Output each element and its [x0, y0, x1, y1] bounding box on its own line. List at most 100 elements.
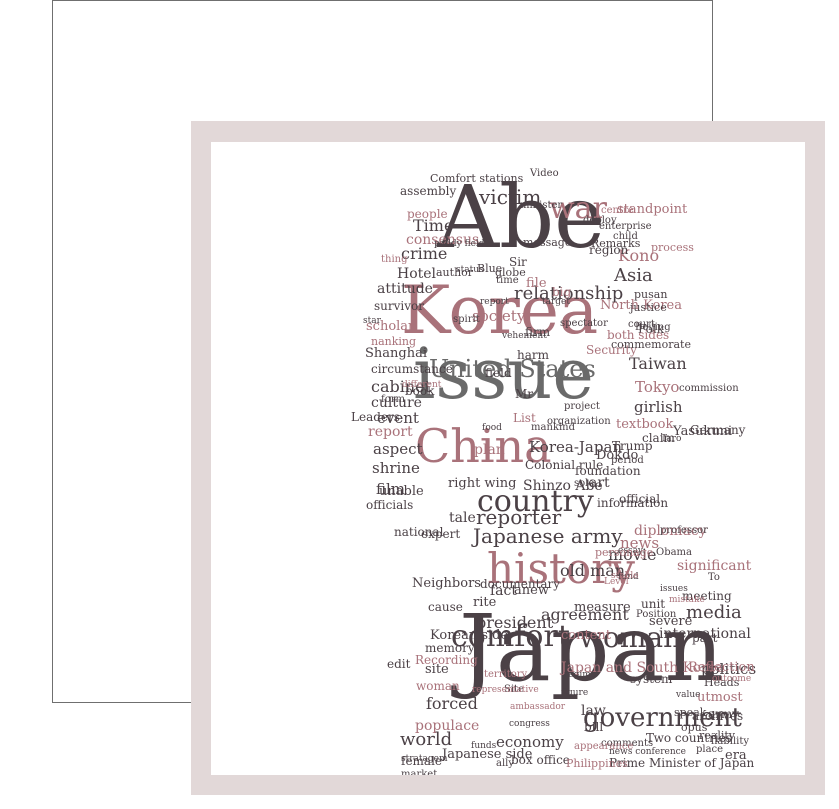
cloud-word: Position: [636, 608, 677, 620]
cloud-word: fund: [618, 571, 639, 582]
cloud-word: measure: [574, 600, 631, 616]
cloud-word: government: [583, 702, 742, 733]
cloud-word: aspect: [373, 439, 423, 458]
cloud-word: professor: [660, 524, 708, 536]
cloud-word: circumstance: [371, 362, 453, 377]
cloud-word: sole: [574, 477, 595, 489]
cloud-word: bill: [584, 720, 604, 735]
cloud-word: mankind: [531, 421, 575, 433]
cloud-word: attitude: [377, 280, 433, 297]
cloud-word: woman: [579, 621, 682, 655]
cloud-word: To: [708, 571, 720, 583]
cloud-word: value: [676, 689, 701, 700]
cloud-word: report: [368, 423, 413, 440]
cloud-word: nanking: [371, 334, 417, 348]
cloud-word: harm: [517, 348, 549, 363]
cloud-word: media: [686, 602, 742, 624]
cloud-word: news: [620, 533, 660, 552]
cloud-word: foundation: [575, 464, 641, 479]
cloud-word: comfort: [451, 619, 570, 655]
cloud-word: issue: [413, 332, 594, 415]
cloud-word: relationship: [514, 283, 624, 305]
cloud-word: process: [651, 240, 694, 254]
cloud-word: speak: [674, 705, 707, 719]
cloud-word: people: [407, 207, 448, 222]
cloud-word: tale: [449, 509, 476, 526]
cloud-word: vehement: [502, 330, 547, 341]
cloud-word: Remarks: [591, 236, 641, 250]
cloud-word: commission: [679, 382, 739, 394]
cloud-word: enterprise: [599, 220, 652, 232]
cloud-word: stable: [611, 570, 639, 581]
cloud-word: Heads: [704, 675, 740, 689]
cloud-word: officials: [366, 498, 414, 513]
cloud-word: North Korea: [600, 298, 682, 314]
cloud-word: firm: [525, 325, 551, 340]
cloud-word: culture: [371, 394, 422, 411]
cloud-word: news conference: [609, 746, 687, 757]
cloud-word: country: [477, 484, 594, 520]
cloud-word: justice: [630, 300, 667, 314]
cloud-word: comments: [601, 737, 654, 749]
cloud-word: ally: [496, 757, 515, 769]
cloud-word: big: [552, 285, 572, 300]
cloud-word: reality: [699, 728, 735, 742]
cloud-word: diplomacy: [634, 522, 707, 539]
cloud-word: Germany: [690, 423, 746, 438]
cloud-word: deploy: [583, 214, 617, 226]
cloud-word: fact: [490, 582, 517, 599]
cloud-word: different: [402, 379, 442, 390]
cloud-word: Sir: [509, 255, 527, 270]
cloud-word: Asia: [614, 265, 653, 287]
cloud-word: court: [628, 318, 655, 330]
cloud-word: Comfort stations: [430, 171, 524, 185]
cloud-word: utmost: [697, 690, 743, 706]
cloud-word: claim: [642, 431, 675, 446]
cloud-word: issues: [660, 583, 688, 594]
cloud-word: funds: [471, 740, 497, 751]
cloud-word: field: [485, 366, 512, 381]
cloud-word: United States: [429, 355, 596, 384]
cloud-word: Obama: [656, 546, 693, 558]
cloud-word: Two countries: [646, 731, 732, 746]
cloud-word: Shanghai: [365, 346, 428, 362]
cloud-word: Neighbors: [412, 576, 481, 592]
cloud-word: world: [400, 729, 453, 751]
cloud-word: Taro: [661, 433, 682, 444]
cloud-word: war: [549, 191, 607, 227]
cloud-word: commemorate: [611, 337, 691, 351]
cloud-word: time: [496, 274, 519, 286]
cloud-word: international: [659, 625, 751, 642]
cloud-word: national: [394, 525, 444, 540]
cloud-word: archives: [692, 709, 744, 724]
cloud-word: era: [725, 748, 747, 764]
cloud-word: status: [456, 264, 484, 275]
word-cloud-frame: Japan Abe Korea issue China history comfort wom…: [191, 121, 825, 795]
cloud-word: rite: [473, 595, 497, 611]
cloud-word: Abe: [437, 168, 606, 269]
cloud-word: congress: [509, 718, 550, 729]
cloud-word: Security: [586, 343, 637, 358]
cloud-word: reporter: [476, 504, 562, 529]
cloud-word: Colonial rule: [525, 458, 604, 473]
cloud-word: target: [542, 296, 570, 307]
cloud-word: form: [381, 393, 405, 405]
cloud-word: victim: [479, 184, 542, 209]
cloud-word: region: [589, 243, 629, 258]
cloud-word: old man: [560, 560, 626, 580]
cloud-word: politics: [701, 659, 757, 678]
cloud-word: report: [480, 296, 509, 307]
cloud-word: Philippines: [566, 756, 628, 770]
cloud-word: Level: [604, 576, 629, 587]
cloud-word: liability: [711, 735, 750, 747]
cloud-word: paddy field: [434, 238, 485, 249]
cloud-word: territory: [484, 668, 528, 680]
cloud-word: minister: [520, 199, 563, 211]
cloud-word: survivor: [374, 299, 424, 314]
cloud-word: scholar: [366, 319, 415, 335]
cloud-word: outcome: [712, 673, 752, 684]
cloud-word: cause: [428, 600, 463, 615]
cloud-word: Beijing: [635, 321, 671, 333]
cloud-word: plan: [474, 441, 505, 458]
cloud-word: Japanese army: [473, 523, 623, 548]
